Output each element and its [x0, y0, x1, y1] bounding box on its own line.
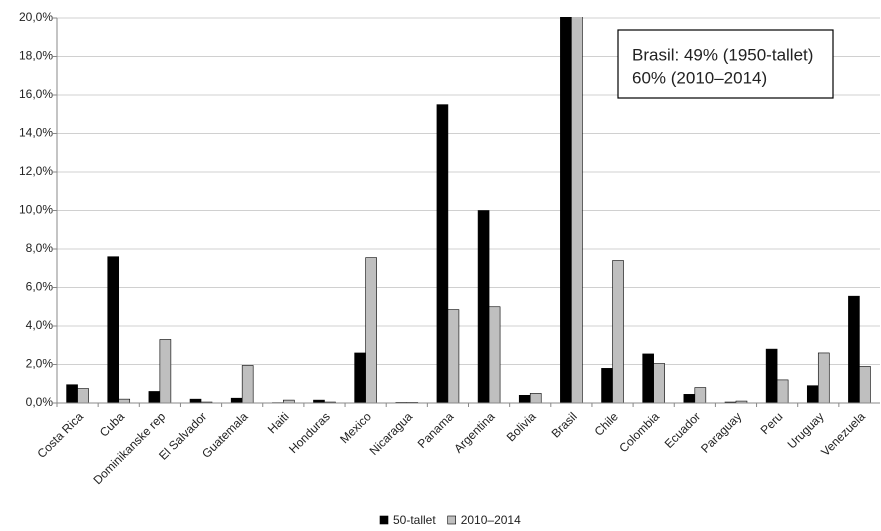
y-tick-label: 4,0%: [26, 318, 54, 332]
x-tick-label: Honduras: [286, 409, 333, 456]
bar: [806, 385, 819, 404]
bar: [148, 391, 161, 404]
x-tick-label: Dominikanske rep: [90, 409, 168, 487]
bar: [601, 368, 613, 404]
bar: [683, 394, 696, 404]
bar: [118, 398, 131, 404]
x-tick-label: Brasil: [549, 409, 580, 440]
bar: [560, 17, 572, 404]
y-tick-label: 20,0%: [19, 10, 53, 24]
bar: [848, 295, 860, 404]
bar: [436, 104, 449, 404]
bar: [776, 379, 789, 404]
x-tick-label: Costa Rica: [35, 409, 87, 461]
bar: [230, 397, 243, 404]
bar: [77, 388, 89, 404]
bar: [653, 363, 665, 404]
bar: [817, 352, 830, 404]
x-tick-label: Cuba: [97, 409, 127, 439]
bar: [612, 260, 624, 404]
bar: [66, 384, 78, 404]
y-tick-label: 8,0%: [26, 241, 54, 255]
bar: [488, 306, 501, 404]
x-tick-label: Colombia: [616, 409, 662, 455]
bar: [859, 366, 871, 404]
y-tick-label: 10,0%: [19, 203, 53, 217]
x-tick-label: Venezuela: [818, 409, 868, 459]
x-tick-label: Chile: [592, 409, 621, 438]
bar: [241, 365, 254, 404]
y-tick-label: 2,0%: [26, 357, 54, 371]
bar: [447, 309, 460, 404]
bar: [477, 210, 490, 404]
bar: [189, 398, 202, 404]
y-tick-label: 18,0%: [19, 49, 53, 63]
x-tick-label: Ecuador: [662, 409, 704, 451]
bar: [159, 339, 172, 404]
x-tick-label: Bolivia: [504, 409, 539, 444]
bar: [354, 352, 366, 404]
legend-label: 2010–2014: [461, 513, 521, 527]
x-tick-label: Uruguay: [785, 409, 827, 451]
x-tick-label: Argentina: [451, 409, 497, 455]
x-tick-label: Haiti: [265, 409, 292, 436]
bar: [765, 348, 778, 404]
bar: [642, 353, 654, 404]
y-tick-label: 6,0%: [26, 280, 54, 294]
bar: [529, 393, 542, 404]
x-tick-label: Nicaragua: [367, 409, 416, 458]
bar: [694, 387, 707, 404]
y-tick-label: 14,0%: [19, 126, 53, 140]
y-tick-label: 12,0%: [19, 164, 53, 178]
x-tick-label: Paraguay: [698, 409, 744, 455]
annotation: 60% (2010–2014): [632, 68, 767, 87]
annotation: Brasil: 49% (1950-tallet): [632, 45, 813, 64]
legend-marker: [379, 515, 389, 525]
x-tick-label: Panama: [415, 409, 457, 451]
bar: [518, 394, 531, 404]
bar: [107, 256, 120, 404]
y-tick-label: 0,0%: [26, 395, 54, 409]
y-tick-label: 16,0%: [19, 87, 53, 101]
annotation-box: [617, 29, 834, 99]
x-tick-label: Mexico: [337, 409, 374, 446]
bar: [571, 17, 583, 404]
x-tick-label: Peru: [758, 409, 786, 437]
bar: [365, 257, 377, 404]
legend-marker: [447, 515, 457, 525]
legend-label: 50-tallet: [393, 513, 436, 527]
